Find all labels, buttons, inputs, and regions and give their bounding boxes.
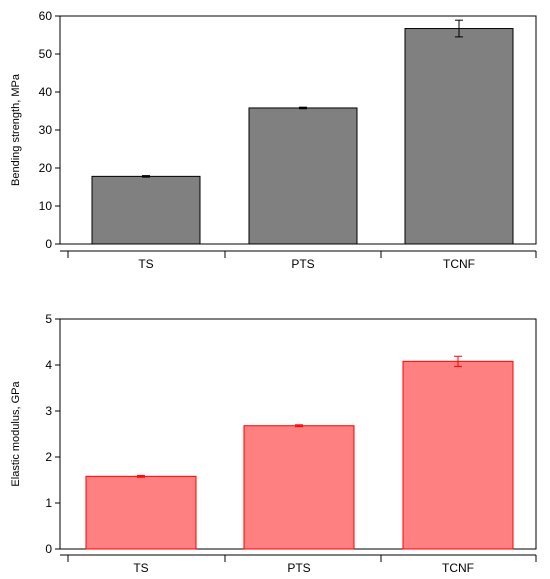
bar-tcnf: [402, 360, 514, 550]
y-tick-label: 0: [45, 237, 52, 251]
y-tick-label: 40: [39, 85, 53, 99]
y-tick-label: 2: [45, 450, 52, 464]
bar-ts: [91, 175, 201, 245]
bar-pts: [243, 425, 355, 550]
y-tick-label: 50: [39, 47, 53, 61]
x-tick-label: TCNF: [442, 561, 474, 575]
bar-ts: [85, 475, 197, 550]
x-tick-label: PTS: [287, 561, 310, 575]
x-tick-label: PTS: [291, 257, 314, 271]
elastic-modulus-chart: 0 1 2 3 4 5 TS PTS TCNF Elastic modulus, GPa: [10, 312, 537, 575]
y-axis-title: Bending strength, MPa: [10, 73, 22, 186]
x-tick-label: TS: [138, 257, 153, 271]
y-tick-label: 30: [39, 123, 53, 137]
error-bar-ts: [137, 474, 145, 478]
y-tick-label: 1: [45, 496, 52, 510]
y-tick-label: 4: [45, 358, 52, 372]
y-tick-label: 20: [39, 161, 53, 175]
x-tick-label: TCNF: [443, 257, 475, 271]
bar-pts: [248, 107, 358, 245]
bending-strength-chart: 0 10 20 30 40 50 60 TS PTS TCNF Bending strength…: [10, 9, 537, 271]
y-tick-label: 3: [45, 404, 52, 418]
y-axis-title: Elastic modulus, GPa: [10, 381, 22, 487]
error-bar-tcnf: [454, 355, 462, 367]
error-bar-ts: [142, 175, 150, 178]
y-tick-label: 5: [45, 312, 52, 326]
error-bar-tcnf: [455, 19, 463, 38]
x-tick-label: TS: [133, 561, 148, 575]
bar-tcnf: [404, 28, 514, 245]
y-tick-label: 10: [39, 199, 53, 213]
error-bar-pts: [295, 424, 303, 428]
error-bar-pts: [299, 106, 307, 110]
y-tick-label: 60: [39, 9, 53, 23]
y-tick-label: 0: [45, 542, 52, 556]
